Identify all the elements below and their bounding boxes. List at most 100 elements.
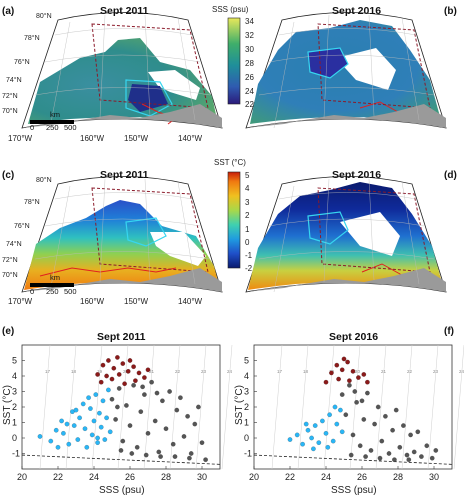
scale-bar	[30, 283, 74, 287]
sst-tick-2: 2	[245, 211, 250, 220]
isopycnal-line	[349, 344, 361, 470]
data-point	[323, 431, 329, 436]
data-point	[334, 421, 340, 427]
dashed-box	[91, 187, 209, 273]
scale-tick-500: 500	[64, 123, 77, 132]
data-point	[59, 418, 64, 424]
y-axis-label: SST (°C)	[2, 385, 13, 425]
data-point	[48, 438, 54, 444]
data-point	[345, 359, 350, 365]
data-point	[95, 435, 100, 441]
data-point	[71, 423, 77, 428]
isopycnal-line	[195, 344, 207, 470]
data-point	[120, 361, 126, 366]
scale-tick-0: 0	[30, 123, 34, 132]
isopycnal-line	[39, 344, 51, 470]
data-point	[192, 421, 198, 427]
map-panel-b	[245, 12, 447, 129]
land	[22, 104, 222, 128]
data-point	[359, 398, 365, 404]
data-point	[84, 444, 90, 450]
data-point	[118, 448, 124, 453]
data-point	[330, 438, 336, 444]
cyan-contour	[307, 47, 349, 79]
sss-tick-26: 26	[245, 73, 254, 82]
data-point	[100, 398, 106, 404]
x-tick-label: 26	[125, 472, 135, 482]
data-point	[134, 444, 140, 450]
data-point	[149, 379, 154, 385]
x-tick-label: 20	[17, 472, 27, 482]
x-tick-label: 24	[89, 472, 99, 482]
isopycnal-line	[91, 344, 103, 470]
data-point	[393, 407, 399, 413]
data-point	[363, 454, 368, 459]
isopycnal-line	[271, 344, 283, 470]
x-tick-label: 28	[161, 472, 171, 482]
sst-tick-3: 3	[245, 198, 250, 207]
isopycnal-label: 18	[71, 369, 77, 374]
data-point	[120, 438, 126, 444]
graticule	[34, 14, 211, 129]
data-point	[375, 404, 381, 410]
isopycnal-label: 17	[45, 369, 51, 374]
data-point	[323, 379, 329, 385]
isopycnal-line	[323, 344, 335, 470]
data-point	[138, 409, 144, 414]
panel-c-title: Sept 2011	[100, 169, 149, 181]
data-point	[125, 369, 131, 374]
y-tick-label: -1	[12, 449, 20, 459]
data-point	[61, 431, 66, 436]
x-tick-label: 22	[53, 472, 63, 482]
data-point	[115, 404, 120, 410]
sst-tick-m2: -2	[245, 264, 253, 273]
isopycnal-label: 24	[227, 369, 233, 374]
lat-74: 74°N	[6, 240, 22, 248]
freezing-line	[21, 454, 221, 465]
isopycnal-label: 23	[201, 369, 207, 374]
data-point	[98, 379, 104, 385]
isopycnal-label: 22	[407, 369, 413, 374]
sst-colorbar-label: SST (°C)	[214, 158, 246, 167]
data-point	[294, 432, 300, 438]
data-point	[131, 382, 136, 388]
data-point	[377, 455, 383, 461]
lat-80: 80°N	[36, 12, 52, 20]
scale-tick-0: 0	[30, 287, 34, 296]
data-point	[140, 384, 145, 390]
y-tick-label: -1	[244, 449, 252, 459]
sss-colorbar: SSS (psu) 34 32 30 28 26 24 22	[212, 5, 254, 109]
data-point	[64, 421, 70, 427]
data-point	[91, 418, 97, 424]
panel-b-label: (b)	[444, 6, 457, 17]
y-tick-label: 5	[12, 356, 17, 366]
data-point	[129, 451, 135, 456]
data-point	[356, 375, 361, 380]
data-point	[172, 454, 178, 459]
data-point	[136, 370, 142, 376]
x-tick-label: 20	[249, 472, 259, 482]
lat-74: 74°N	[6, 76, 22, 84]
isopycnal-line	[453, 344, 464, 470]
sss-tick-22: 22	[245, 100, 254, 109]
data-point	[316, 440, 322, 445]
data-point	[111, 365, 117, 371]
scatter-title: Sept 2011	[97, 331, 146, 343]
isopycnal-label: 18	[303, 369, 309, 374]
data-point	[354, 400, 359, 405]
isopycnal-line	[65, 344, 77, 470]
sst-tick-m1: -1	[245, 251, 253, 260]
panel-f-label: (f)	[444, 326, 454, 337]
data-point	[348, 452, 354, 458]
x-tick-label: 24	[321, 472, 331, 482]
lat-78: 78°N	[24, 34, 40, 42]
y-axis-label: SST (°C)	[234, 385, 245, 425]
isopycnal-label: 24	[459, 369, 464, 374]
data-point	[104, 415, 109, 421]
lat-80: 80°N	[36, 176, 52, 184]
scale-bar	[30, 120, 74, 124]
data-point	[411, 449, 417, 455]
data-point	[142, 375, 147, 380]
lon-160: 160°W	[80, 297, 105, 306]
map-panel-a: km 0 250 500	[21, 12, 223, 132]
